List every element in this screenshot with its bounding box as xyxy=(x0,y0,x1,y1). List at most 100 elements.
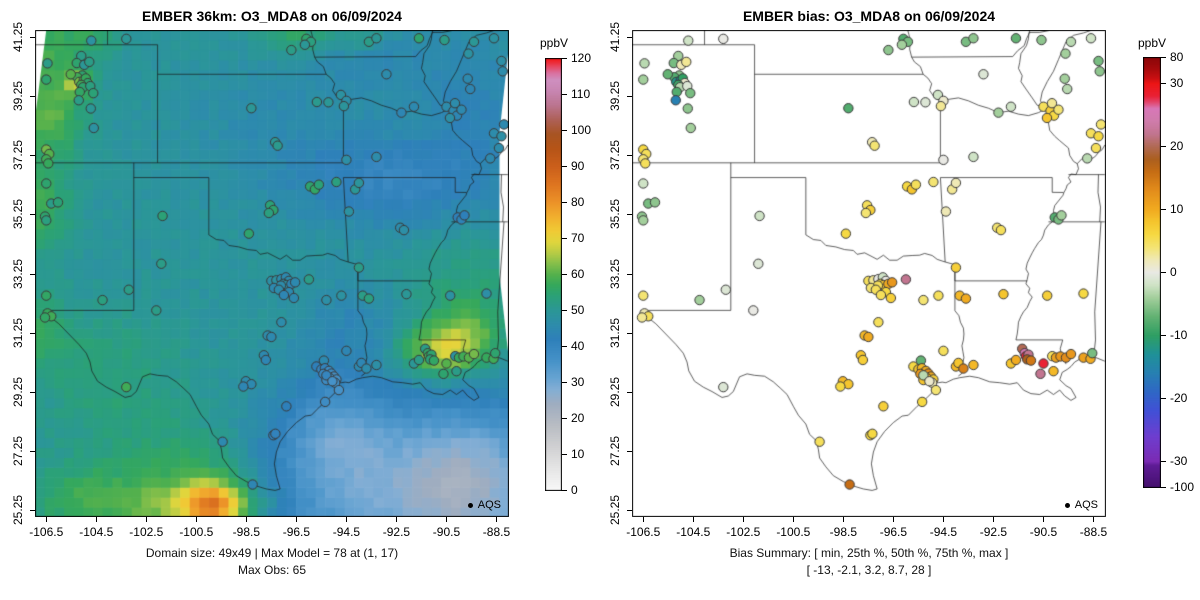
y-tick-label: 41.25 xyxy=(608,22,622,53)
y-tick-label: 29.25 xyxy=(608,376,622,407)
x-tick-mark xyxy=(1043,517,1045,522)
y-tick-mark xyxy=(627,332,632,334)
x-tick-label: -92.5 xyxy=(382,525,411,539)
x-tick-label: -104.5 xyxy=(676,525,711,539)
colorbar-tick-mark xyxy=(1161,83,1166,84)
colorbar-tick-mark xyxy=(1161,460,1166,462)
colorbar-tick-label: 120 xyxy=(571,51,592,65)
colorbar-tick-label: 40 xyxy=(571,339,585,353)
y-tick-label: 31.25 xyxy=(608,317,622,348)
y-tick-label: 27.25 xyxy=(608,435,622,466)
aqs-legend-label: AQS xyxy=(477,499,501,511)
model-title: EMBER 36km: O3_MDA8 on 06/09/2024 xyxy=(142,8,402,24)
colorbar-tick-label: 100 xyxy=(571,123,592,137)
x-tick-mark xyxy=(196,517,198,522)
colorbar-tick-label: 0 xyxy=(571,483,578,497)
x-tick-label: -94.5 xyxy=(929,525,958,539)
y-tick-mark xyxy=(627,509,632,511)
colorbar-tick-mark xyxy=(562,202,567,203)
model-colorbar-canvas xyxy=(545,58,562,491)
x-tick-mark xyxy=(96,517,98,522)
model-caption-domain: Domain size: 49x49 | Max Model = 78 at (… xyxy=(145,546,399,560)
model-colorbar-unit: ppbV xyxy=(540,36,569,50)
colorbar-tick-mark xyxy=(1161,334,1166,336)
x-tick-label: -94.5 xyxy=(332,525,361,539)
colorbar-tick-label: -10 xyxy=(1170,327,1188,342)
bias-caption-summary-header: Bias Summary: [ min, 25th %, 50th %, 75t… xyxy=(729,546,1009,560)
x-tick-label: -88.5 xyxy=(482,525,511,539)
x-tick-label: -90.5 xyxy=(1029,525,1058,539)
y-tick-mark xyxy=(30,332,35,334)
y-tick-mark xyxy=(627,391,632,393)
y-tick-mark xyxy=(30,509,35,511)
colorbar-tick-label: 0 xyxy=(1170,265,1177,279)
x-tick-mark xyxy=(643,517,645,522)
bias-colorbar-unit: ppbV xyxy=(1138,36,1167,50)
x-tick-label: -98.5 xyxy=(829,525,858,539)
x-tick-mark xyxy=(743,517,745,522)
colorbar-tick-mark xyxy=(562,310,567,311)
y-tick-label: 31.25 xyxy=(11,317,25,348)
colorbar-tick-label: 60 xyxy=(571,267,585,281)
y-tick-mark xyxy=(30,273,35,275)
x-tick-mark xyxy=(1093,517,1095,522)
colorbar-tick-label: 20 xyxy=(571,411,585,425)
x-tick-label: -88.5 xyxy=(1079,525,1108,539)
x-tick-label: -92.5 xyxy=(979,525,1008,539)
y-tick-label: 41.25 xyxy=(11,22,25,53)
x-tick-mark xyxy=(693,517,695,522)
x-tick-label: -96.5 xyxy=(282,525,311,539)
y-tick-mark xyxy=(627,273,632,275)
colorbar-tick-mark xyxy=(562,418,567,419)
colorbar-tick-label: 20 xyxy=(1170,139,1184,153)
y-tick-mark xyxy=(30,96,35,98)
colorbar-tick-mark xyxy=(562,274,567,275)
y-tick-mark xyxy=(627,155,632,157)
x-tick-label: -98.5 xyxy=(232,525,261,539)
colorbar-tick-mark xyxy=(562,490,567,491)
colorbar-tick-mark xyxy=(562,454,567,455)
colorbar-tick-mark xyxy=(562,58,567,59)
y-tick-mark xyxy=(30,37,35,39)
x-tick-mark xyxy=(793,517,795,522)
y-tick-mark xyxy=(30,391,35,393)
y-tick-label: 35.25 xyxy=(11,199,25,230)
x-tick-mark xyxy=(246,517,248,522)
x-tick-label: -106.5 xyxy=(29,525,64,539)
colorbar-tick-mark xyxy=(562,238,567,239)
y-tick-label: 35.25 xyxy=(608,199,622,230)
x-tick-mark xyxy=(346,517,348,522)
x-tick-mark xyxy=(943,517,945,522)
x-tick-label: -104.5 xyxy=(79,525,114,539)
x-tick-mark xyxy=(46,517,48,522)
x-tick-mark xyxy=(296,517,298,522)
colorbar-tick-mark xyxy=(1161,397,1166,399)
model-caption-maxobs: Max Obs: 65 xyxy=(237,563,307,577)
y-tick-label: 27.25 xyxy=(11,435,25,466)
colorbar-tick-label: 70 xyxy=(571,231,585,245)
y-tick-mark xyxy=(627,37,632,39)
bias-title: EMBER bias: O3_MDA8 on 06/09/2024 xyxy=(742,8,996,24)
x-tick-mark xyxy=(496,517,498,522)
y-tick-mark xyxy=(30,155,35,157)
y-tick-mark xyxy=(627,450,632,452)
y-tick-mark xyxy=(627,214,632,216)
x-tick-label: -96.5 xyxy=(879,525,908,539)
colorbar-tick-label: -100 xyxy=(1170,480,1195,494)
x-tick-mark xyxy=(396,517,398,522)
colorbar-tick-mark xyxy=(1161,272,1166,273)
x-tick-label: -100.5 xyxy=(179,525,214,539)
colorbar-tick-mark xyxy=(1161,209,1166,210)
y-tick-label: 33.25 xyxy=(608,258,622,289)
colorbar-tick-mark xyxy=(562,166,567,167)
y-tick-label: 29.25 xyxy=(11,376,25,407)
colorbar-tick-mark xyxy=(562,94,567,95)
y-tick-mark xyxy=(30,450,35,452)
y-tick-mark xyxy=(30,214,35,216)
bias-aqs-legend: AQS xyxy=(1064,499,1098,511)
colorbar-tick-label: 90 xyxy=(571,159,585,173)
y-tick-label: 33.25 xyxy=(11,258,25,289)
y-tick-label: 39.25 xyxy=(608,81,622,112)
bias-map-canvas xyxy=(632,30,1106,517)
colorbar-tick-label: 10 xyxy=(571,447,585,461)
